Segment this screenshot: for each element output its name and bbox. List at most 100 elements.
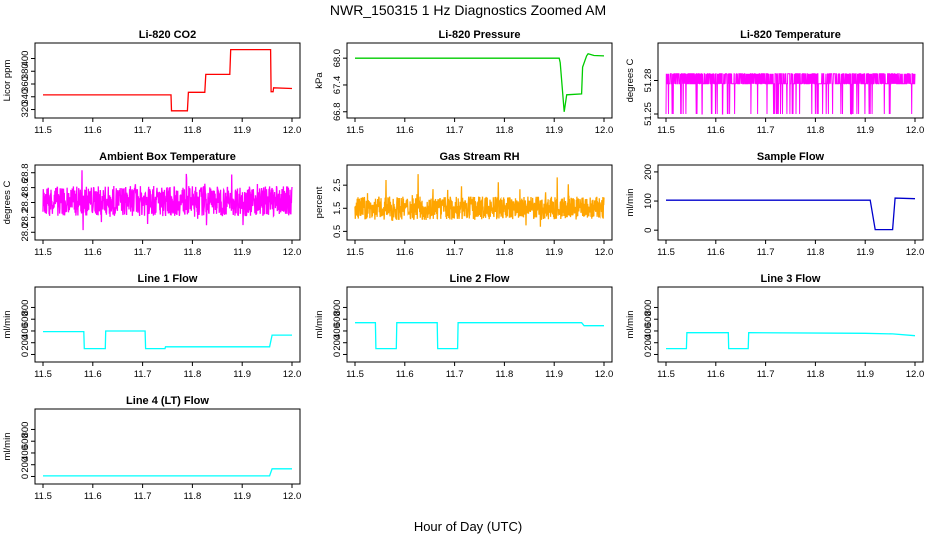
x-tick-label: 11.5: [657, 247, 675, 258]
y-tick-label: 800: [332, 300, 343, 316]
x-tick-label: 11.9: [233, 369, 251, 380]
y-tick-label: 200: [20, 457, 31, 473]
x-tick-label: 11.7: [134, 491, 152, 502]
y-axis-label: ml/min: [2, 311, 13, 339]
x-tick-label: 11.9: [233, 125, 251, 136]
y-tick-label: 200: [643, 335, 654, 351]
y-tick-label: 1.5: [332, 202, 343, 215]
x-tick-label: 11.5: [346, 125, 364, 136]
x-tick-label: 11.7: [134, 369, 152, 380]
y-tick-label: 68.0: [332, 49, 343, 68]
x-tick-label: 12.0: [906, 369, 925, 380]
plot-frame: [346, 286, 613, 363]
y-tick-label: 28.0: [20, 223, 31, 242]
y-tick-label: 600: [20, 311, 31, 327]
data-series-line: [665, 73, 916, 115]
y-tick-label: 800: [20, 300, 31, 316]
y-axis-label: ml/min: [625, 311, 636, 339]
y-tick-label: 51.25: [643, 102, 654, 126]
x-tick-label: 11.7: [757, 125, 775, 136]
x-tick-label: 11.9: [545, 369, 563, 380]
y-axis-label: percent: [314, 186, 325, 218]
x-tick-label: 11.5: [34, 125, 52, 136]
x-tick-label: 11.6: [84, 247, 102, 258]
y-tick-label: 360: [20, 76, 31, 92]
plot-frame: [346, 42, 613, 119]
y-tick-label: 100: [643, 193, 654, 209]
x-tick-label: 12.0: [283, 491, 302, 502]
data-series-line: [42, 170, 293, 231]
x-tick-label: 11.6: [707, 247, 725, 258]
figure-x-axis-label: Hour of Day (UTC): [414, 519, 522, 534]
panel-title: Li-820 CO2: [139, 29, 196, 41]
panel-title: Li-820 Pressure: [439, 29, 521, 41]
y-axis-label: ml/min: [2, 433, 13, 461]
y-axis-label: Licor ppm: [2, 60, 13, 102]
x-tick-label: 11.5: [346, 247, 364, 258]
data-series-line: [666, 332, 916, 350]
y-tick-label: 2.5: [332, 179, 343, 192]
y-tick-label: 0.5: [332, 225, 343, 238]
data-series-line: [666, 197, 916, 231]
x-tick-label: 11.5: [34, 491, 52, 502]
x-tick-label: 11.8: [807, 247, 825, 258]
panel-title: Line 3 Flow: [761, 273, 821, 285]
chart-panel: Li-820 Temperature degrees C 11.5 11.6 11.7 1…: [625, 29, 924, 136]
x-tick-label: 11.9: [545, 247, 563, 258]
x-tick-label: 11.8: [496, 247, 514, 258]
y-tick-label: 200: [332, 335, 343, 351]
chart-panel: Li-820 CO2 Licor ppm 11.5 11.6 11.7 11.8 11.9 1…: [2, 29, 301, 136]
y-tick-label: 380: [20, 63, 31, 79]
panel-title: Sample Flow: [757, 151, 825, 163]
x-tick-label: 12.0: [283, 369, 302, 380]
x-tick-label: 11.5: [657, 125, 675, 136]
plot-frame: [657, 286, 924, 363]
plot-frame: [34, 286, 301, 363]
y-tick-label: 320: [20, 102, 31, 118]
y-tick-label: 400: [20, 445, 31, 461]
y-tick-label: 200: [643, 164, 654, 180]
data-series-line: [354, 174, 605, 227]
y-tick-label: 28.4: [20, 193, 31, 212]
x-tick-label: 11.7: [134, 125, 152, 136]
panel-title: Gas Stream RH: [439, 151, 519, 163]
x-tick-label: 11.8: [807, 125, 825, 136]
x-tick-label: 11.5: [34, 247, 52, 258]
chart-panel: Line 1 Flow ml/min 11.5 11.6 11.7 11.8 11.9 12.…: [2, 273, 301, 380]
y-tick-label: 0: [20, 352, 31, 357]
chart-panel: Gas Stream RH percent 11.5 11.6 11.7 11.8 11.9…: [314, 151, 613, 258]
x-tick-label: 11.5: [34, 369, 52, 380]
panel-title: Line 1 Flow: [138, 273, 198, 285]
y-tick-label: 400: [332, 323, 343, 339]
y-tick-label: 0: [20, 474, 31, 479]
y-tick-label: 28.8: [20, 163, 31, 182]
chart-panel: Sample Flow ml/min 11.5 11.6 11.7 11.8 11.9 12.…: [625, 151, 924, 258]
y-tick-label: 400: [20, 323, 31, 339]
x-tick-label: 11.7: [446, 125, 464, 136]
y-tick-label: 600: [20, 433, 31, 449]
x-tick-label: 11.6: [707, 125, 725, 136]
y-tick-label: 600: [643, 311, 654, 327]
x-tick-label: 11.5: [346, 369, 364, 380]
x-tick-label: 11.7: [446, 247, 464, 258]
plot-frame: [34, 42, 301, 119]
x-tick-label: 11.8: [807, 369, 825, 380]
x-tick-label: 11.9: [856, 247, 874, 258]
x-tick-label: 11.8: [184, 491, 202, 502]
data-series-line: [355, 322, 604, 350]
x-tick-label: 11.8: [184, 369, 202, 380]
x-tick-label: 11.6: [396, 247, 414, 258]
chart-panel: Line 3 Flow ml/min 11.5 11.6 11.7 11.8 11.9 12.…: [625, 273, 924, 380]
y-tick-label: 0: [332, 352, 343, 357]
x-tick-label: 11.8: [184, 247, 202, 258]
plot-frame: [34, 408, 301, 485]
x-tick-label: 12.0: [283, 247, 302, 258]
y-tick-label: 600: [332, 311, 343, 327]
x-tick-label: 11.5: [657, 369, 675, 380]
data-series-line: [43, 48, 293, 112]
y-tick-label: 51.28: [643, 69, 654, 93]
figure-title: NWR_150315 1 Hz Diagnostics Zoomed AM: [330, 2, 606, 18]
x-tick-label: 11.9: [856, 125, 874, 136]
x-tick-label: 11.8: [184, 125, 202, 136]
